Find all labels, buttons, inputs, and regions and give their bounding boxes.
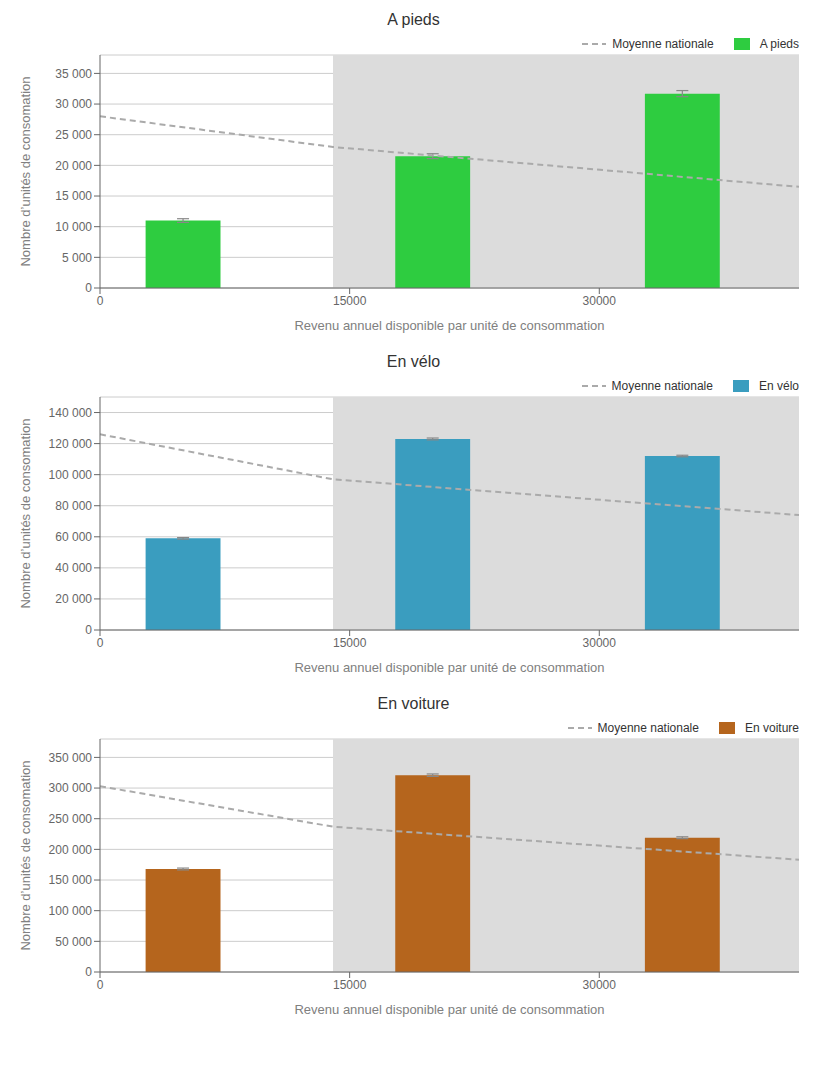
svg-text:150 000: 150 000 [49,873,93,887]
html-text:En vélo: En vélo [386,353,441,370]
svg-text:Revenu annuel disponible par u: Revenu annuel disponible par unité de co… [294,318,604,333]
svg-text:15000: 15000 [333,636,367,650]
svg-text:15 000: 15 000 [55,189,92,203]
svg-text:30000: 30000 [583,636,617,650]
svg-text:140 000: 140 000 [49,406,93,420]
svg-text:10 000: 10 000 [55,220,92,234]
html-text:A pieds: A pieds [387,11,440,28]
svg-text:25 000: 25 000 [55,128,92,142]
svg-text:Revenu annuel disponible par u: Revenu annuel disponible par unité de co… [294,1002,604,1017]
svg-text:Revenu annuel disponible par u: Revenu annuel disponible par unité de co… [294,660,604,675]
svg-text:15000: 15000 [333,978,367,992]
html-text:En voiture: En voiture [745,721,799,735]
svg-text:50 000: 50 000 [55,935,92,949]
svg-text:35 000: 35 000 [55,67,92,81]
svg-text:200 000: 200 000 [49,843,93,857]
svg-text:0: 0 [85,965,92,979]
html-text:En voiture: En voiture [377,695,450,712]
html-text:Moyenne nationale: Moyenne nationale [612,37,714,51]
html-text:En vélo: En vélo [759,379,799,393]
svg-text:30000: 30000 [583,978,617,992]
html-text:Moyenne nationale: Moyenne nationale [597,721,699,735]
svg-text:0: 0 [85,623,92,637]
svg-text:30000: 30000 [583,294,617,308]
svg-text:20 000: 20 000 [55,592,92,606]
svg-text:0: 0 [97,294,104,308]
svg-text:Nombre d’unités de consomation: Nombre d’unités de consomation [18,760,33,950]
svg-text:120 000: 120 000 [49,437,93,451]
svg-text:0: 0 [97,978,104,992]
svg-text:60 000: 60 000 [55,530,92,544]
svg-text:5 000: 5 000 [62,251,92,265]
svg-text:300 000: 300 000 [49,781,93,795]
html-text:A pieds: A pieds [759,37,799,51]
svg-text:0: 0 [85,281,92,295]
svg-text:15000: 15000 [333,294,367,308]
svg-text:Nombre d’unités de consomation: Nombre d’unités de consomation [18,418,33,608]
svg-text:100 000: 100 000 [49,468,93,482]
svg-text:250 000: 250 000 [49,812,93,826]
svg-text:30 000: 30 000 [55,97,92,111]
svg-text:100 000: 100 000 [49,904,93,918]
svg-text:350 000: 350 000 [49,751,93,765]
html-text:Moyenne nationale: Moyenne nationale [611,379,713,393]
svg-text:20 000: 20 000 [55,159,92,173]
svg-text:40 000: 40 000 [55,561,92,575]
svg-text:80 000: 80 000 [55,499,92,513]
svg-text:0: 0 [97,636,104,650]
svg-text:Nombre d’unités de consomation: Nombre d’unités de consomation [18,76,33,266]
